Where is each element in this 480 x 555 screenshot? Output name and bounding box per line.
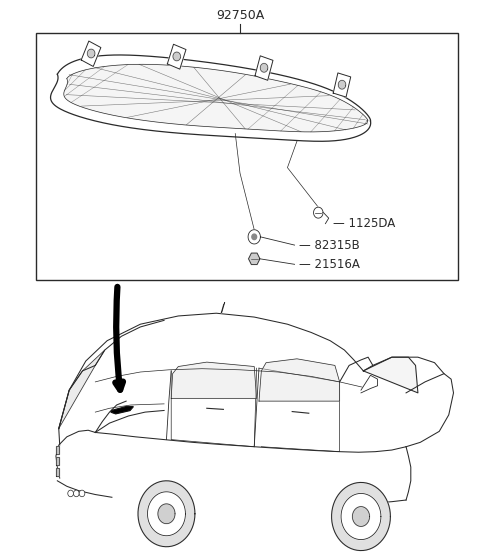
Text: — 82315B: — 82315B (300, 239, 360, 251)
Polygon shape (171, 362, 257, 398)
Text: — 1125DA: — 1125DA (333, 217, 395, 230)
Polygon shape (260, 63, 268, 72)
Polygon shape (50, 55, 371, 142)
Polygon shape (249, 253, 260, 265)
Polygon shape (64, 64, 368, 132)
Polygon shape (259, 359, 340, 401)
Polygon shape (87, 49, 95, 58)
Text: 92750A: 92750A (216, 9, 264, 22)
Polygon shape (341, 493, 381, 539)
Polygon shape (363, 357, 418, 393)
Polygon shape (56, 468, 59, 476)
Polygon shape (138, 481, 195, 547)
Polygon shape (255, 56, 273, 80)
Polygon shape (173, 52, 180, 61)
Polygon shape (147, 492, 185, 536)
Polygon shape (59, 350, 105, 428)
Polygon shape (332, 482, 390, 551)
Polygon shape (111, 407, 133, 414)
Polygon shape (168, 44, 186, 69)
Polygon shape (406, 374, 454, 447)
Circle shape (68, 490, 73, 497)
Polygon shape (338, 80, 346, 89)
Polygon shape (158, 504, 175, 524)
Bar (36, 33, 458, 280)
Circle shape (73, 490, 79, 497)
Polygon shape (248, 230, 261, 244)
FancyArrowPatch shape (115, 287, 123, 390)
Polygon shape (361, 375, 378, 393)
Polygon shape (221, 302, 225, 313)
Text: — 21516A: — 21516A (300, 258, 360, 271)
Polygon shape (252, 234, 257, 240)
Polygon shape (56, 457, 59, 466)
Polygon shape (313, 207, 323, 218)
Polygon shape (333, 73, 351, 97)
Polygon shape (81, 41, 101, 67)
Circle shape (79, 490, 85, 497)
Polygon shape (352, 507, 370, 526)
Polygon shape (56, 446, 59, 455)
